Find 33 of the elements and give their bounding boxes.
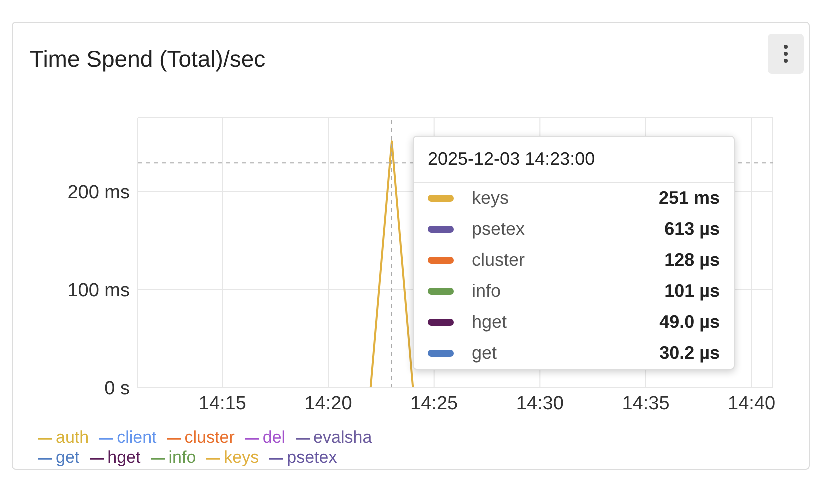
y-tick-label: 100 ms	[68, 280, 130, 302]
legend-label: evalsha	[314, 428, 372, 447]
text: hget	[472, 312, 508, 332]
legend-label: get	[56, 448, 80, 467]
annotation: 2025-12-03 14:23:00	[414, 137, 734, 183]
annotation: 49.0 µs	[660, 312, 720, 333]
annotation: 30.2 µs	[660, 343, 720, 364]
x-tick-label: 14:20	[304, 393, 352, 414]
annotation: 128 µs	[664, 250, 720, 271]
x-tick-label: 14:25	[410, 393, 458, 414]
legend-label: del	[262, 428, 286, 447]
legend-label: psetex	[287, 448, 338, 467]
chart-title: Time Spend (Total)/sec	[30, 46, 266, 73]
legend-label: keys	[472, 188, 510, 209]
x-tick-label: 14:40	[728, 393, 776, 414]
legend-label: auth	[56, 428, 90, 447]
legend-label: client	[117, 428, 157, 447]
legend-label: cluster	[184, 428, 235, 447]
annotation: 251 ms	[658, 188, 720, 209]
text: info	[472, 281, 502, 301]
text: psetex	[472, 219, 526, 239]
legend-label: hget	[108, 448, 141, 467]
text: cluster	[472, 250, 526, 270]
x-tick-label: 14:15	[198, 393, 246, 414]
annotation: 613 µs	[664, 219, 720, 240]
y-tick-label: 0 s	[104, 378, 130, 400]
text: keys	[224, 448, 260, 467]
annotation: 101 µs	[664, 281, 720, 302]
legend-label: info	[168, 448, 196, 467]
x-tick-label: 14:35	[622, 393, 670, 414]
text: get	[472, 343, 498, 363]
x-tick-label: 14:30	[516, 393, 564, 414]
y-tick-label: 200 ms	[68, 182, 130, 204]
